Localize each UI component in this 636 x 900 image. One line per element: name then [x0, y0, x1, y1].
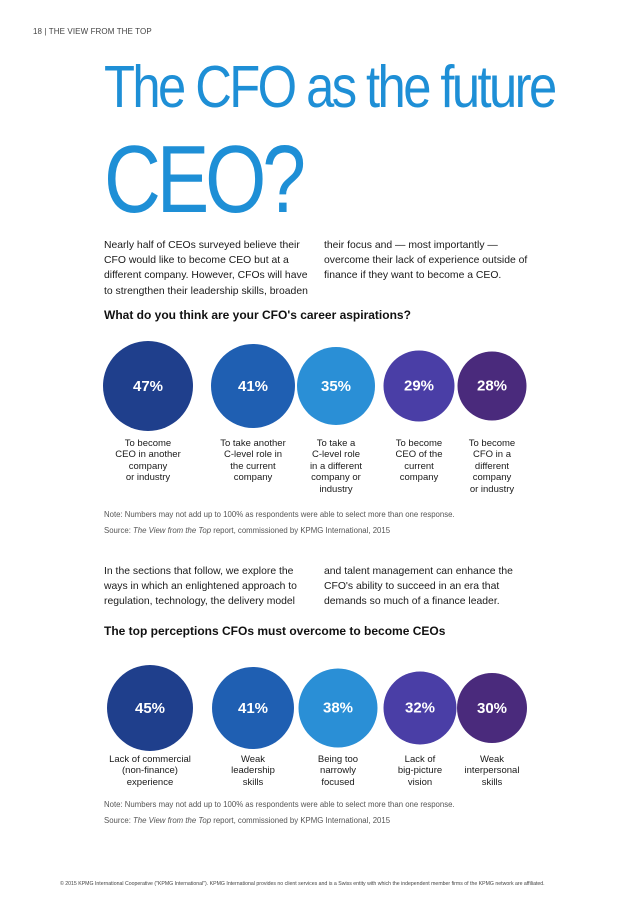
bubble-2-3: 38%	[298, 668, 378, 748]
bubble-1-4: 29%	[383, 350, 455, 422]
bubble-category-label: To become CEO in another company or indu…	[115, 438, 181, 484]
source-prefix: Source:	[104, 526, 134, 535]
page-title-line2: CEO?	[104, 126, 306, 233]
bubble-category-label: Weak leadership skills	[231, 754, 275, 788]
bubble-value-label: 28%	[476, 377, 508, 395]
bubble-1-1: 47%	[103, 341, 193, 431]
bubble-category-label: Lack of big-picture vision	[397, 754, 443, 788]
bubble-value-label: 41%	[237, 699, 269, 717]
bubble-category-label: To become CFO in a different company or …	[468, 438, 516, 495]
middle-column-1: In the sections that follow, we explore …	[104, 566, 297, 608]
source-title: The View from the Top	[133, 816, 212, 825]
source-suffix: report, commissioned by KPMG Internation…	[211, 526, 391, 535]
running-header: 18 | THE VIEW FROM THE TOP	[33, 27, 152, 36]
bubble-2-1: 45%	[107, 665, 193, 751]
bubble-category-label: Lack of commercial (non-finance) experie…	[109, 754, 191, 788]
chart2-note: Note: Numbers may not add up to 100% as …	[104, 800, 455, 809]
middle-column-2: and talent management can enhance the CF…	[324, 566, 513, 608]
bubble-1-2: 41%	[211, 344, 295, 428]
bubble-category-label: To take a C-level role in a different co…	[309, 438, 363, 495]
bubble-1-3: 35%	[297, 347, 375, 425]
chart1-source: Source: The View from the Top report, co…	[104, 526, 390, 535]
chart1-note: Note: Numbers may not add up to 100% as …	[104, 510, 455, 519]
bubble-category-label: To take another C-level role in the curr…	[220, 438, 286, 484]
bubble-2-5: 30%	[457, 673, 527, 743]
bubble-value-label: 35%	[320, 377, 352, 395]
bubble-2-2: 41%	[212, 667, 294, 749]
source-prefix: Source:	[104, 816, 134, 825]
bubble-2-4: 32%	[383, 671, 457, 745]
chart1-heading: What do you think are your CFO's career …	[104, 308, 411, 322]
chart2-source: Source: The View from the Top report, co…	[104, 816, 390, 825]
chart2-heading: The top perceptions CFOs must overcome t…	[104, 624, 446, 638]
bubble-category-label: Being too narrowly focused	[317, 754, 359, 788]
bubble-value-label: 30%	[476, 699, 508, 717]
bubble-value-label: 41%	[237, 377, 269, 395]
bubble-value-label: 47%	[132, 377, 164, 395]
bubble-value-label: 29%	[403, 377, 435, 395]
page-title-line1: The CFO as the future	[104, 54, 557, 120]
bubble-value-label: 38%	[322, 699, 354, 717]
bubble-category-label: Weak interpersonal skills	[464, 754, 520, 788]
intro-column-1: Nearly half of CEOs surveyed believe the…	[104, 240, 308, 297]
intro-column-2: their focus and — most importantly — ove…	[324, 240, 528, 282]
footer-copyright: © 2015 KPMG International Cooperative ("…	[60, 881, 545, 887]
bubble-category-label: To become CEO of the current company	[395, 438, 443, 484]
source-title: The View from the Top	[133, 526, 212, 535]
source-suffix: report, commissioned by KPMG Internation…	[211, 816, 391, 825]
bubble-value-label: 32%	[404, 699, 436, 717]
bubble-1-5: 28%	[457, 351, 527, 421]
bubble-value-label: 45%	[134, 699, 166, 717]
